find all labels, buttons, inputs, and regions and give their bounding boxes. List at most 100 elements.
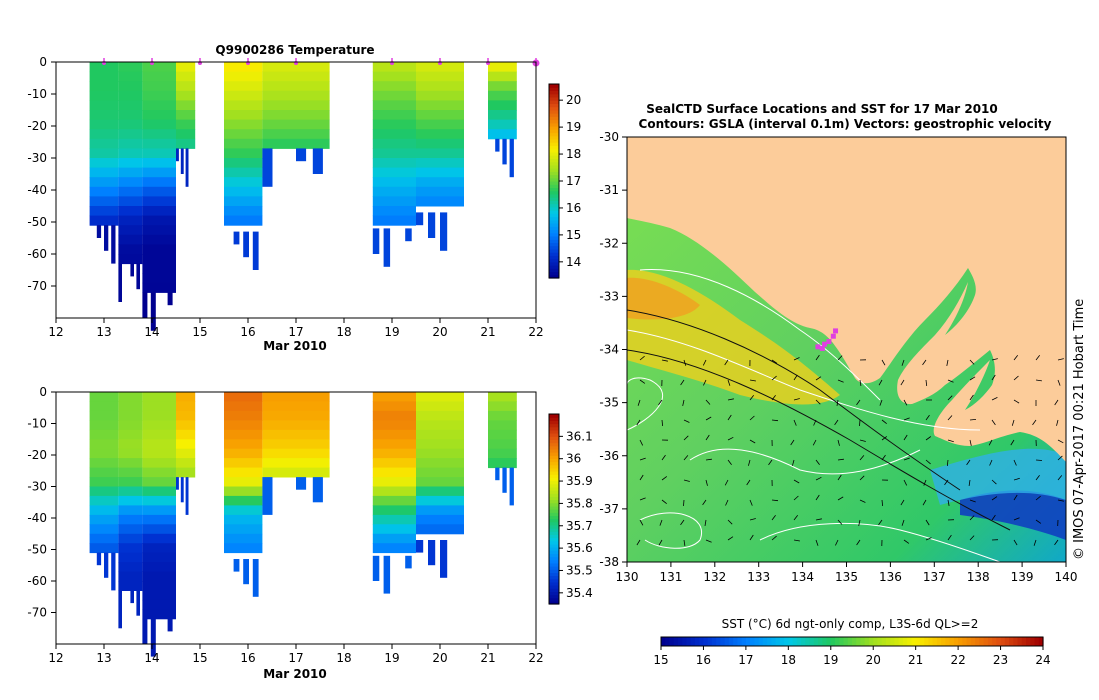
velocity-vector [991, 496, 998, 501]
profile-cell [416, 458, 464, 469]
profile-cell [416, 439, 464, 450]
colorbar-step [549, 226, 559, 231]
x-tick-label: 22 [528, 651, 543, 665]
velocity-vector [925, 537, 932, 541]
velocity-vector [792, 459, 795, 466]
y-tick-label: -60 [27, 574, 47, 588]
profile-cell [118, 215, 143, 226]
profile-cell [416, 448, 464, 459]
x-tick-label: 20 [432, 651, 447, 665]
profile-cell [167, 292, 173, 306]
velocity-vector [683, 419, 690, 423]
profile-cell [224, 62, 263, 73]
profile-cell [142, 392, 176, 402]
profile-cell [416, 167, 464, 178]
sst-colorbar-tick-label: 17 [738, 653, 753, 667]
velocity-vector [749, 534, 754, 541]
profile-cell [142, 429, 176, 440]
profile-cell [224, 129, 263, 140]
profile-cell [118, 254, 143, 265]
sst-colorbar-step [703, 637, 709, 646]
sst-colorbar-step [711, 637, 717, 646]
sst-colorbar-step [665, 637, 670, 646]
profile-cell [142, 282, 176, 293]
x-tick-label: 22 [528, 325, 543, 339]
profile-cell [312, 148, 323, 174]
profile-cell [224, 495, 263, 506]
colorbar-step [549, 559, 559, 564]
velocity-vector [881, 419, 887, 425]
colorbar-step [549, 420, 559, 425]
velocity-vector [661, 359, 668, 362]
salinity-axes: 12 13 14 15 16 17 18 19 20 21 22 0 -10 -20 -30 -40 -50 -6… [27, 385, 543, 665]
map-x-tick-label: 135 [835, 570, 858, 584]
colorbar-tick-label: 35.4 [566, 586, 593, 600]
profile-cell [372, 110, 416, 121]
velocity-vector [683, 499, 685, 507]
colorbar-tick-label: 35.7 [566, 519, 593, 533]
sst-colorbar-step [928, 637, 934, 646]
velocity-vector [749, 395, 755, 401]
profile-cell [416, 196, 464, 207]
profile-cell [509, 138, 514, 178]
velocity-vector [1057, 475, 1063, 481]
velocity-vector [1054, 399, 1059, 406]
profile-cell [142, 448, 176, 459]
sst-colorbar-step [818, 637, 823, 646]
colorbar-step [549, 190, 559, 195]
map-y-tick-label: -36 [599, 449, 619, 463]
velocity-vector [837, 355, 843, 361]
y-tick-label: -50 [27, 215, 47, 229]
map-title-line2: Contours: GSLA (interval 0.1m) Vectors: … [639, 117, 1052, 131]
y-tick-label: -40 [27, 183, 47, 197]
map-x-tick-label: 131 [659, 570, 682, 584]
velocity-vector [969, 499, 976, 503]
profile-cell [118, 562, 143, 572]
colorbar-step [549, 232, 559, 237]
sst-colorbar-step [762, 637, 768, 646]
colorbar-step [549, 537, 559, 542]
profile-cell [142, 410, 176, 421]
profile-cell [224, 148, 263, 159]
profile-cell [118, 148, 143, 159]
velocity-vector [1032, 419, 1037, 426]
velocity-vector [834, 419, 839, 426]
sst-colorbar-step [958, 637, 963, 646]
profile-cell [262, 420, 330, 431]
velocity-vector [859, 419, 861, 427]
velocity-vector [746, 479, 751, 486]
sst-colorbar-step [741, 637, 747, 646]
profile-cell [224, 429, 263, 440]
velocity-vector [947, 379, 954, 383]
sst-colorbar-step [873, 637, 878, 646]
velocity-vector [1035, 519, 1042, 524]
profile-cell [372, 410, 416, 421]
colorbar-step [549, 452, 559, 456]
velocity-vector [793, 539, 800, 542]
profile-cell [118, 401, 143, 412]
colorbar-step [549, 210, 559, 214]
velocity-vector [922, 499, 927, 506]
profile-cell [224, 410, 263, 421]
x-tick-label: 19 [384, 651, 399, 665]
sst-colorbar-step [987, 637, 993, 646]
sst-colorbar-step [813, 637, 819, 646]
velocity-vector [705, 434, 710, 441]
velocity-vector [705, 458, 712, 461]
profile-cell [180, 477, 184, 503]
colorbar-step [549, 442, 559, 447]
velocity-vector [659, 519, 663, 526]
profile-cell [89, 401, 119, 412]
colorbar-step [549, 562, 559, 567]
velocity-vector [859, 455, 865, 461]
velocity-vector [903, 434, 908, 441]
colorbar-step [549, 200, 559, 205]
profile-cell [142, 206, 176, 217]
profile-cell [416, 495, 464, 506]
profile-cell [383, 228, 391, 267]
profile-cell [89, 410, 119, 421]
velocity-vector [680, 379, 685, 386]
profile-cell [142, 486, 176, 497]
velocity-vector [1011, 419, 1015, 426]
